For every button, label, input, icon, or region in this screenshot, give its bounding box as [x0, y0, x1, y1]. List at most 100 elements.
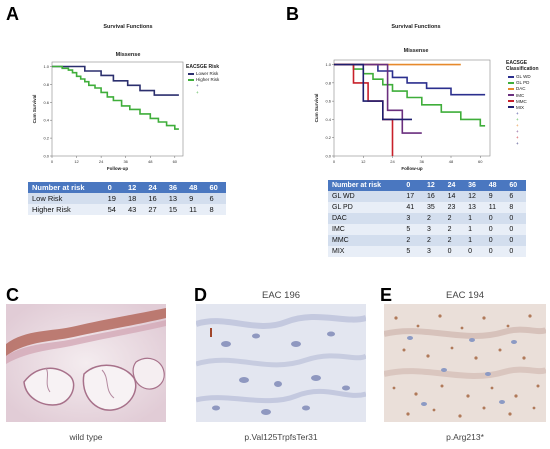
panel-b-risk-table: Number at risk 0 12 24 36 48 60 GL WD 17 16 14 12 9 6… [328, 180, 526, 257]
legend-label: DAC [516, 86, 526, 92]
table-cell: 5 [402, 246, 423, 257]
table-header-cell: 0 [402, 180, 423, 191]
table-cell: 3 [402, 213, 423, 224]
y-tick-label: 0.8 [43, 82, 49, 87]
panel-b-legend: GL WD GL PD DAC IMC MMC MIX + + + + + + [508, 74, 531, 147]
table-cell: 23 [443, 202, 465, 213]
table-cell: 2 [443, 213, 465, 224]
panel-a-legend-title: EACSGE Risk [186, 64, 220, 70]
table-header-cell: 60 [505, 180, 526, 191]
legend-label: + [516, 129, 519, 135]
table-cell: 2 [422, 213, 444, 224]
legend-swatch [508, 131, 514, 133]
panel-a-subtitle: Missense [115, 52, 141, 58]
table-cell: 16 [422, 191, 444, 202]
panel-b-figure-title: Survival Functions [391, 24, 441, 30]
legend-item: Lower Risk [188, 71, 219, 77]
legend-label: + [516, 135, 519, 141]
y-tick-label: 0.0 [325, 154, 331, 159]
legend-label: Lower Risk [196, 71, 219, 77]
table-cell: 18 [123, 193, 145, 204]
table-cell: 0 [505, 224, 526, 235]
table-cell: GL PD [328, 202, 403, 213]
legend-item: GL PD [508, 80, 531, 86]
table-cell: 1 [464, 213, 485, 224]
legend-swatch [508, 125, 514, 127]
y-tick-label: 0.2 [43, 136, 49, 141]
legend-swatch [508, 81, 514, 84]
y-tick-label: 0.8 [325, 80, 331, 85]
table-header-cell: 24 [144, 182, 165, 193]
legend-swatch [508, 87, 514, 90]
x-tick-label: 12 [74, 159, 79, 164]
panel-letter-c: C [6, 285, 19, 305]
legend-label: MMC [516, 98, 527, 104]
table-cell: Higher Risk [28, 204, 104, 215]
legend-label: + [196, 83, 199, 89]
panel-a-chart-area: Survival Functions Missense 0 12 24 36 48 60 0… [28, 22, 228, 172]
x-tick-label: 48 [449, 159, 454, 164]
table-header-cell: 0 [103, 182, 124, 193]
y-tick-label: 0.6 [43, 100, 49, 105]
table-cell: 9 [484, 191, 506, 202]
table-header-cell: 60 [205, 182, 226, 193]
y-tick-label: 0.2 [325, 135, 331, 140]
table-cell: 14 [443, 191, 465, 202]
panel-letter-d: D [194, 285, 207, 305]
panel-letter-e: E [380, 285, 393, 305]
legend-swatch [188, 72, 194, 75]
legend-item: + [188, 83, 219, 89]
legend-label: + [516, 141, 519, 147]
table-cell: 27 [144, 204, 165, 215]
table-cell: MMC [328, 235, 403, 246]
table-row: GL PD 41 35 23 13 11 8 [328, 202, 526, 213]
table-cell: 17 [402, 191, 423, 202]
series-line-gl-wd [334, 63, 486, 96]
legend-item: + [508, 141, 531, 147]
panel-letter-b: B [286, 4, 299, 24]
legend-item: MMC [508, 98, 531, 104]
table-row: Low Risk 19 18 16 13 9 6 [28, 193, 226, 204]
legend-label: + [516, 110, 519, 116]
legend-swatch [188, 85, 194, 87]
panel-b-legend-title: EACSGE Classification [506, 60, 539, 72]
table-header-cell: 36 [464, 180, 485, 191]
legend-label: + [516, 116, 519, 122]
y-tick-label: 0.6 [325, 99, 331, 104]
table-cell: 2 [402, 235, 423, 246]
table-header-cell: Number at risk [28, 182, 104, 193]
table-cell: 3 [422, 224, 444, 235]
legend-swatch [508, 94, 514, 97]
x-tick-label: 36 [420, 159, 425, 164]
panel-d-micrograph [196, 304, 366, 422]
x-tick-label: 0 [333, 159, 336, 164]
table-cell: 15 [164, 204, 186, 215]
legend-swatch [508, 112, 514, 114]
legend-label: IMC [516, 92, 525, 98]
y-axis-label: Cum Survival [32, 95, 37, 124]
panel-e-caption: p.Arg213* [446, 432, 484, 442]
legend-label: GL WD [516, 74, 531, 80]
legend-swatch [508, 143, 514, 145]
table-header-cell: Number at risk [328, 180, 403, 191]
table-cell: 8 [205, 204, 226, 215]
table-cell: 2 [443, 235, 465, 246]
x-tick-label: 24 [99, 159, 104, 164]
y-tick-label: 1.0 [325, 62, 331, 67]
table-cell: 3 [422, 246, 444, 257]
panel-b-survival-chart: 0 12 24 36 48 60 0.0 0.2 0.4 0.6 0.8 1.0 Cum Surviva… [314, 59, 491, 171]
legend-item: MIX [508, 104, 531, 110]
legend-item: DAC [508, 86, 531, 92]
panel-a-risk-table: Number at risk 0 12 24 36 48 60 Low Risk 19 18 16 1… [28, 182, 226, 215]
legend-label: MIX [516, 104, 525, 110]
table-header-cell: 48 [185, 182, 206, 193]
table-row: Higher Risk 54 43 27 15 11 8 [28, 204, 226, 215]
legend-swatch [508, 106, 514, 109]
legend-item: + [508, 129, 531, 135]
x-tick-label: 36 [123, 159, 128, 164]
table-cell: 54 [103, 204, 124, 215]
legend-swatch [508, 75, 514, 78]
table-cell: 6 [205, 193, 226, 204]
table-cell: IMC [328, 224, 403, 235]
panel-a-legend: Lower Risk Higher Risk + + [188, 71, 219, 95]
